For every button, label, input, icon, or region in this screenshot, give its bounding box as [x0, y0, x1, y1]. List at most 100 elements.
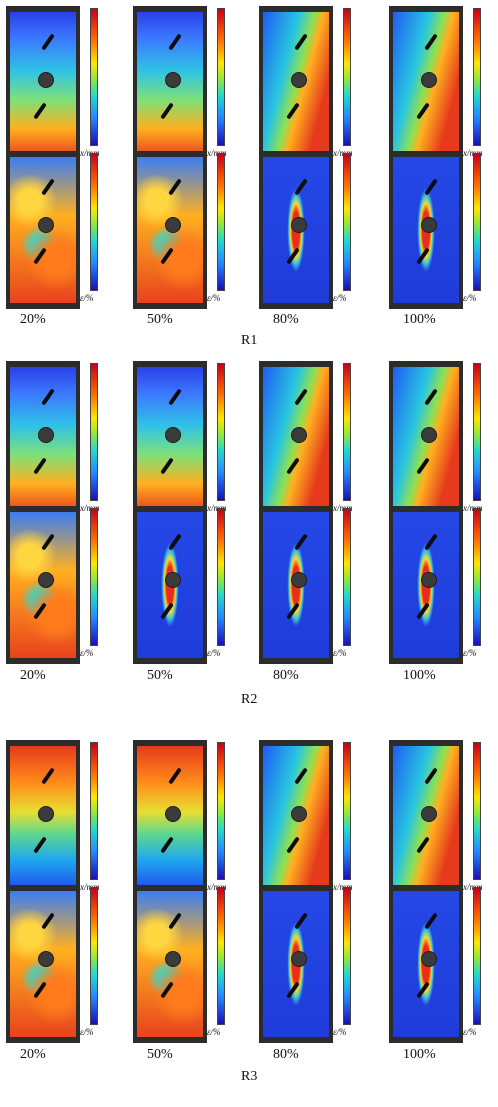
strain-colorbar-label: ε/% [80, 648, 94, 658]
strain-specimen-image [6, 885, 80, 1043]
strain-colorbar-label: ε/% [463, 1027, 477, 1037]
strain-colorbar-label: ε/% [333, 293, 347, 303]
strain-specimen-image [389, 151, 463, 309]
center-hole [165, 806, 181, 822]
strain-colorbar-label: ε/% [207, 293, 221, 303]
strain-colorbar-label: ε/% [463, 648, 477, 658]
displacement-colorbar-label: x/mm [463, 148, 483, 158]
displacement-specimen-image [133, 740, 207, 898]
center-hole [165, 951, 181, 967]
displacement-specimen-image [389, 6, 463, 164]
displacement-colorbar [473, 363, 481, 501]
strain-colorbar [90, 887, 98, 1025]
displacement-colorbar-label: x/mm [463, 503, 483, 513]
percent-label-r1-4: 100% [403, 312, 436, 327]
strain-colorbar [473, 887, 481, 1025]
strain-colorbar-label: ε/% [80, 1027, 94, 1037]
displacement-colorbar-label: x/mm [207, 503, 227, 513]
percent-label-r2-3: 80% [273, 668, 299, 683]
strain-colorbar [343, 887, 351, 1025]
percent-label-r3-2: 50% [147, 1047, 173, 1062]
center-hole [38, 806, 54, 822]
center-hole [38, 572, 54, 588]
center-hole [421, 806, 437, 822]
center-hole [165, 572, 181, 588]
strain-colorbar [90, 153, 98, 291]
center-hole [291, 72, 307, 88]
center-hole [291, 217, 307, 233]
displacement-colorbar-label: x/mm [80, 503, 100, 513]
group-label-r1: R1 [241, 333, 258, 348]
displacement-colorbar [473, 8, 481, 146]
center-hole [291, 951, 307, 967]
strain-specimen-image [259, 885, 333, 1043]
strain-specimen-image [133, 885, 207, 1043]
displacement-specimen-image [389, 361, 463, 519]
center-hole [291, 572, 307, 588]
strain-colorbar-label: ε/% [333, 1027, 347, 1037]
displacement-specimen-image [6, 361, 80, 519]
center-hole [38, 951, 54, 967]
center-hole [291, 427, 307, 443]
strain-colorbar [217, 153, 225, 291]
strain-specimen-image [389, 506, 463, 664]
percent-label-r2-1: 20% [20, 668, 46, 683]
percent-label-r3-1: 20% [20, 1047, 46, 1062]
displacement-specimen-image [259, 361, 333, 519]
strain-colorbar [473, 508, 481, 646]
center-hole [165, 427, 181, 443]
displacement-colorbar-label: x/mm [80, 148, 100, 158]
center-hole [165, 217, 181, 233]
center-hole [421, 72, 437, 88]
center-hole [421, 572, 437, 588]
center-hole [38, 427, 54, 443]
displacement-colorbar-label: x/mm [333, 503, 353, 513]
strain-colorbar [90, 508, 98, 646]
displacement-colorbar [90, 363, 98, 501]
group-label-r2: R2 [241, 692, 258, 707]
center-hole [421, 217, 437, 233]
displacement-colorbar [343, 363, 351, 501]
percent-label-r1-1: 20% [20, 312, 46, 327]
strain-colorbar [217, 887, 225, 1025]
displacement-specimen-image [259, 6, 333, 164]
displacement-colorbar [343, 742, 351, 880]
strain-colorbar-label: ε/% [207, 1027, 221, 1037]
displacement-specimen-image [389, 740, 463, 898]
displacement-colorbar-label: x/mm [333, 882, 353, 892]
percent-label-r3-4: 100% [403, 1047, 436, 1062]
displacement-specimen-image [133, 6, 207, 164]
displacement-colorbar-label: x/mm [207, 148, 227, 158]
displacement-colorbar-label: x/mm [207, 882, 227, 892]
strain-specimen-image [389, 885, 463, 1043]
displacement-colorbar [217, 742, 225, 880]
strain-colorbar [217, 508, 225, 646]
strain-colorbar [473, 153, 481, 291]
strain-colorbar-label: ε/% [80, 293, 94, 303]
strain-specimen-image [259, 151, 333, 309]
displacement-colorbar-label: x/mm [463, 882, 483, 892]
displacement-colorbar [90, 8, 98, 146]
percent-label-r2-2: 50% [147, 668, 173, 683]
displacement-colorbar-label: x/mm [80, 882, 100, 892]
center-hole [421, 951, 437, 967]
displacement-colorbar [217, 8, 225, 146]
strain-specimen-image [133, 506, 207, 664]
displacement-colorbar [343, 8, 351, 146]
strain-specimen-image [6, 151, 80, 309]
center-hole [165, 72, 181, 88]
displacement-specimen-image [259, 740, 333, 898]
percent-label-r1-2: 50% [147, 312, 173, 327]
group-label-r3: R3 [241, 1069, 258, 1084]
displacement-colorbar [473, 742, 481, 880]
strain-specimen-image [259, 506, 333, 664]
strain-colorbar-label: ε/% [463, 293, 477, 303]
center-hole [291, 806, 307, 822]
displacement-specimen-image [133, 361, 207, 519]
displacement-colorbar-label: x/mm [333, 148, 353, 158]
strain-specimen-image [133, 151, 207, 309]
percent-label-r3-3: 80% [273, 1047, 299, 1062]
percent-label-r1-3: 80% [273, 312, 299, 327]
strain-colorbar-label: ε/% [207, 648, 221, 658]
displacement-specimen-image [6, 740, 80, 898]
